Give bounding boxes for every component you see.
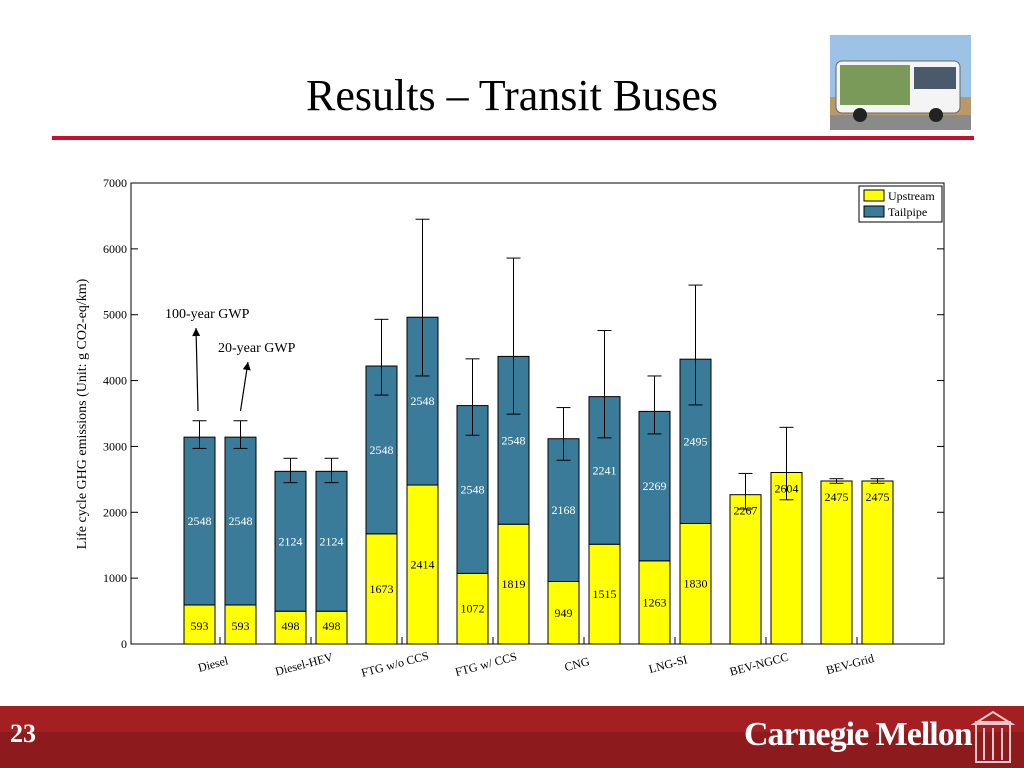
data-label-tailpipe: 2495 [684,434,708,448]
data-label-tailpipe: 2168 [552,503,576,517]
data-label-upstream: 2267 [734,504,758,518]
bar-upstream [315,610,348,645]
annotation-arrowhead [242,362,251,371]
x-tick-label: FTG w/o CCS [360,648,431,679]
y-axis-label: Life cycle GHG emissions (Unit: g CO2-eq… [75,278,90,549]
data-label-tailpipe: 2548 [370,443,394,457]
legend-label: Upstream [888,189,935,203]
bar-tailpipe [224,436,257,606]
bar-upstream [820,480,853,645]
data-label-upstream: 593 [191,619,209,633]
data-label-upstream: 498 [323,619,341,633]
university-seal-icon [970,710,1016,763]
y-tick-label: 7000 [103,176,127,190]
legend: Upstream Tailpipe [858,185,943,223]
data-label-upstream: 2414 [411,558,435,572]
legend-swatch [863,189,885,202]
bar-upstream [274,610,307,645]
x-tick-label: Diesel [196,653,230,675]
data-label-tailpipe: 2548 [461,482,485,496]
footer-shade [0,732,1024,768]
data-label-tailpipe: 2548 [188,514,212,528]
data-label-upstream: 1263 [643,595,667,609]
chart: 593 2548 593 2548 498 2124 498 2124 1673 2548 2414… [75,176,945,680]
bar-tailpipe [315,470,348,612]
legend-swatch [863,205,885,218]
data-label-upstream: 2475 [866,490,890,504]
x-tick-label: FTG w/ CCS [454,649,519,679]
y-tick-label: 3000 [103,439,127,453]
slide-number: 23 [10,719,36,748]
x-tick-label: Diesel-HEV [273,650,334,679]
data-label-upstream: 1830 [684,577,708,591]
y-tick-label: 5000 [103,308,127,322]
data-label-upstream: 2475 [825,490,849,504]
data-label-tailpipe: 2241 [593,463,617,477]
data-label-upstream: 1072 [461,602,485,616]
data-label-tailpipe: 2548 [411,394,435,408]
y-tick-label: 1000 [103,571,127,585]
data-label-tailpipe: 2269 [643,479,667,493]
data-label-upstream: 498 [282,619,300,633]
brand-wordmark: Carnegie Mellon [744,716,973,753]
bar-upstream [497,523,530,645]
annotation-arrow [195,327,199,412]
annotation-text: 100-year GWP [165,307,250,322]
y-tick-label: 6000 [103,242,127,256]
data-label-upstream: 2604 [775,482,799,496]
title-rule [52,136,974,140]
plot-frame [130,182,945,645]
data-label-upstream: 1673 [370,582,394,596]
bar-tailpipe [638,410,671,562]
x-tick-label: LNG-SI [647,652,689,676]
x-tick-label: BEV-Grid [825,651,876,677]
annotation-text: 20-year GWP [218,341,296,356]
annotation-arrowhead [192,328,201,337]
y-tick-label: 4000 [103,374,127,388]
data-label-tailpipe: 2548 [229,514,253,528]
bar-tailpipe [274,470,307,612]
annotation-arrow [239,361,249,412]
bar-upstream [729,494,762,645]
bar-upstream [770,472,803,645]
bus-photo [830,35,971,130]
x-tick-label: BEV-NGCC [728,650,790,679]
slide-title: Results – Transit Buses [306,71,718,120]
bar-upstream [588,543,621,645]
data-label-upstream: 1515 [593,587,617,601]
x-tick-label: CNG [563,654,591,674]
y-tick-label: 2000 [103,505,127,519]
data-label-tailpipe: 2124 [320,534,344,548]
data-label-upstream: 593 [232,619,250,633]
legend-label: Tailpipe [888,205,927,219]
y-tick-label: 0 [121,637,127,651]
data-label-tailpipe: 2124 [279,534,303,548]
data-label-tailpipe: 2548 [502,433,526,447]
bar-upstream [456,572,489,645]
bar-upstream [861,480,894,645]
data-label-upstream: 949 [555,606,573,620]
data-label-upstream: 1819 [502,577,526,591]
